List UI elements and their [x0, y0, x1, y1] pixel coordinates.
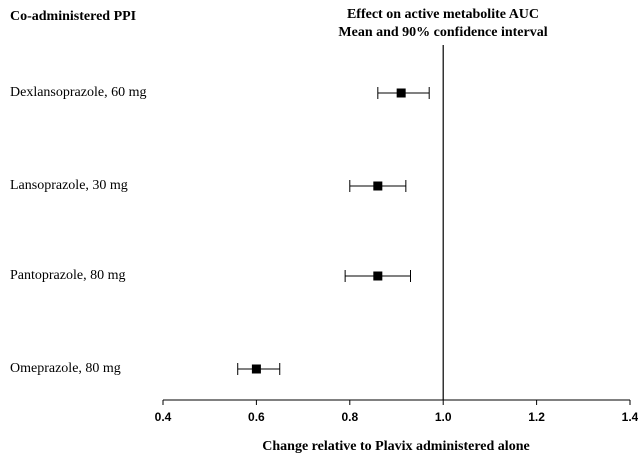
chart-title: Effect on active metabolite AUC — [347, 7, 539, 22]
row-label: Omeprazole, 80 mg — [10, 361, 121, 376]
row-label: Lansoprazole, 30 mg — [10, 178, 128, 193]
x-tick-label: 0.8 — [341, 410, 358, 424]
x-tick-label: 1.4 — [622, 410, 638, 424]
point-estimate — [373, 271, 383, 281]
point-estimate — [396, 88, 406, 98]
x-tick-label: 1.2 — [528, 410, 545, 424]
column-header: Co-administered PPI — [10, 9, 136, 24]
point-estimate — [251, 364, 261, 374]
chart-subtitle: Mean and 90% confidence interval — [338, 25, 547, 40]
row-label: Dexlansoprazole, 60 mg — [10, 85, 146, 100]
x-axis-label: Change relative to Plavix administered a… — [262, 439, 529, 454]
x-tick-label: 0.6 — [248, 410, 265, 424]
point-estimate — [373, 181, 383, 191]
x-tick-label: 0.4 — [155, 410, 172, 424]
x-tick-label: 1.0 — [435, 410, 452, 424]
row-label: Pantoprazole, 80 mg — [10, 268, 125, 283]
